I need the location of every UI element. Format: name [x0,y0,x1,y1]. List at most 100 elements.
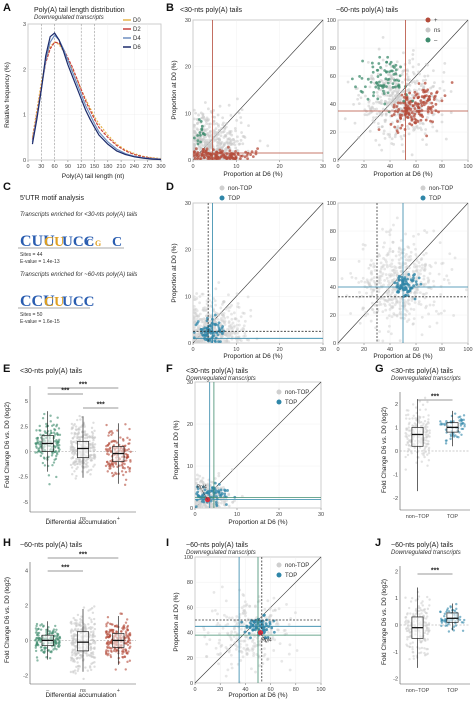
y-tick-label: 1 [395,425,398,431]
point-nontop [407,246,411,250]
point-ns [389,94,392,98]
jitter-point [115,624,119,627]
point-nontop [423,263,427,267]
point-nontop [387,230,391,234]
point-nontop [416,271,420,275]
point-ns [417,63,421,66]
jitter-point [422,436,426,440]
point-up [205,147,209,151]
point-nontop [228,634,232,638]
point-nontop [230,616,234,620]
point-ns [398,95,402,99]
point-top [214,322,217,326]
point-up [192,152,196,156]
point-ns [215,147,219,151]
point-nontop [259,643,262,647]
point-nontop [233,499,236,503]
point-nontop [422,268,426,272]
jitter-point [69,445,73,448]
jitter-point [87,622,90,626]
point-top [213,481,217,485]
jitter-point [55,423,59,426]
y-tick-label: 0 [190,681,193,687]
point-nontop [266,657,270,661]
point-top [263,636,267,639]
jitter-point [423,610,426,613]
jitter-point [35,429,38,432]
point-nontop [192,295,196,299]
point-nontop [226,668,230,672]
point-down [199,140,202,144]
point-ns [438,86,442,90]
jitter-point [114,471,117,474]
y-tick-label: -2 [393,677,398,683]
point-up [392,113,396,116]
point-ns [199,146,203,150]
point-nontop [262,654,266,658]
jitter-point [427,459,431,462]
jitter-point [404,616,407,619]
jitter-point [73,433,76,436]
point-up [406,115,409,119]
jitter-point [422,422,425,425]
y-tick-label: 80 [187,580,193,586]
panel-a: A Poly(A) tail length distribution Downr… [3,2,166,180]
jitter-point [414,612,418,616]
point-down [391,82,395,86]
motif1-letters-e: G [95,239,101,248]
point-nontop [365,291,368,295]
jitter-point [426,638,429,641]
point-nontop [244,635,248,639]
point-up [422,101,426,104]
point-nontop [235,323,239,327]
point-ns [425,143,428,147]
panel-c-label: C [3,181,11,193]
point-down [394,63,398,67]
jitter-point [35,446,38,449]
point-ns [242,135,246,138]
point-nontop [379,297,382,301]
point-nontop [193,298,197,301]
jitter-point [70,432,73,435]
point-nontop [251,649,254,652]
point-down [192,136,196,140]
point-nontop [202,628,206,632]
point-top [225,503,228,506]
point-nontop [411,269,415,273]
jitter-point [128,427,131,431]
jitter-point [408,429,412,432]
jitter-point [70,466,74,469]
panel-e-title: <30-nts poly(A) tails [20,368,83,375]
point-nontop [438,241,442,244]
point-up [393,125,397,129]
jitter-point [34,627,38,630]
point-nontop [249,314,253,318]
point-down [375,81,379,84]
point-nontop [238,323,241,327]
point-nontop [217,281,221,284]
x-tick-label: 20 [361,164,367,170]
point-ns [227,138,230,141]
jitter-point [56,444,59,447]
point-ns [388,89,392,92]
jitter-point [463,425,466,428]
point-nontop [210,502,214,506]
point-nontop [240,627,243,631]
point-nontop [220,303,224,306]
point-nontop [276,628,279,632]
jitter-point [419,415,422,419]
jitter-point [92,630,95,633]
legend-nontop-swatch-f [276,389,282,395]
point-nontop [234,618,238,622]
y-tick-label: 10 [185,294,191,300]
point-up [434,102,438,106]
jitter-point [85,466,88,469]
point-nontop [235,637,239,641]
point-nontop [395,216,399,220]
point-nontop [208,319,212,323]
point-ns [196,122,199,126]
point-ns [418,72,421,76]
panel-a-title: Poly(A) tail length distribution [34,7,125,14]
point-nontop [398,262,402,266]
point-ns [383,99,387,103]
